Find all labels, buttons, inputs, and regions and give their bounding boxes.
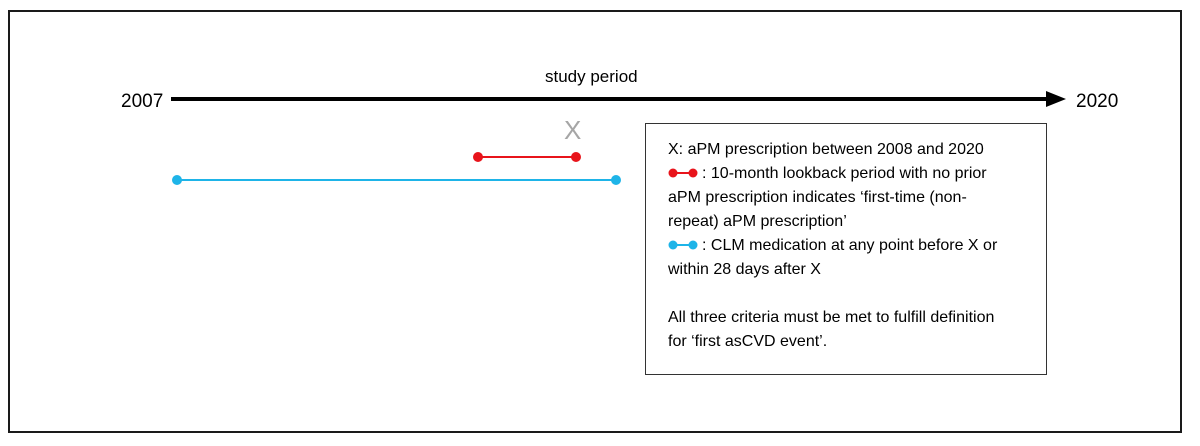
clm-start-dot [172, 175, 182, 185]
legend-line-criteria-cont: for ‘first asCVD event’. [668, 333, 828, 350]
legend-spacer [668, 282, 1030, 306]
prescription-marker-x: X [564, 115, 582, 145]
red-lookback-symbol-icon [668, 168, 698, 178]
legend-line-x-definition: X: aPM prescription between 2008 and 202… [668, 141, 984, 158]
legend-line-lookback: : 10-month lookback period with no prior [668, 162, 1030, 186]
study-period-label: study period [545, 67, 638, 86]
lookback-end-dot [571, 152, 581, 162]
start-year-label: 2007 [121, 91, 164, 112]
legend-box: X: aPM prescription between 2008 and 202… [645, 123, 1047, 375]
end-year-label: 2020 [1076, 91, 1119, 112]
blue-clm-symbol-icon [668, 240, 698, 250]
legend-clm-text: : CLM medication at any point before X o… [702, 237, 998, 254]
legend-line-clm: : CLM medication at any point before X o… [668, 234, 1030, 258]
figure-frame [8, 10, 1182, 433]
legend-lookback-text: : 10-month lookback period with no prior [702, 165, 987, 182]
legend-line-clm-cont: within 28 days after X [668, 261, 821, 278]
legend-line-criteria: All three criteria must be met to fulfil… [668, 309, 995, 326]
lookback-start-dot [473, 152, 483, 162]
study-period-arrowhead [1046, 91, 1066, 107]
legend-line-lookback-cont-2: repeat) aPM prescription’ [668, 213, 847, 230]
clm-end-dot [611, 175, 621, 185]
legend-line-lookback-cont-1: aPM prescription indicates ‘first-time (… [668, 189, 967, 206]
